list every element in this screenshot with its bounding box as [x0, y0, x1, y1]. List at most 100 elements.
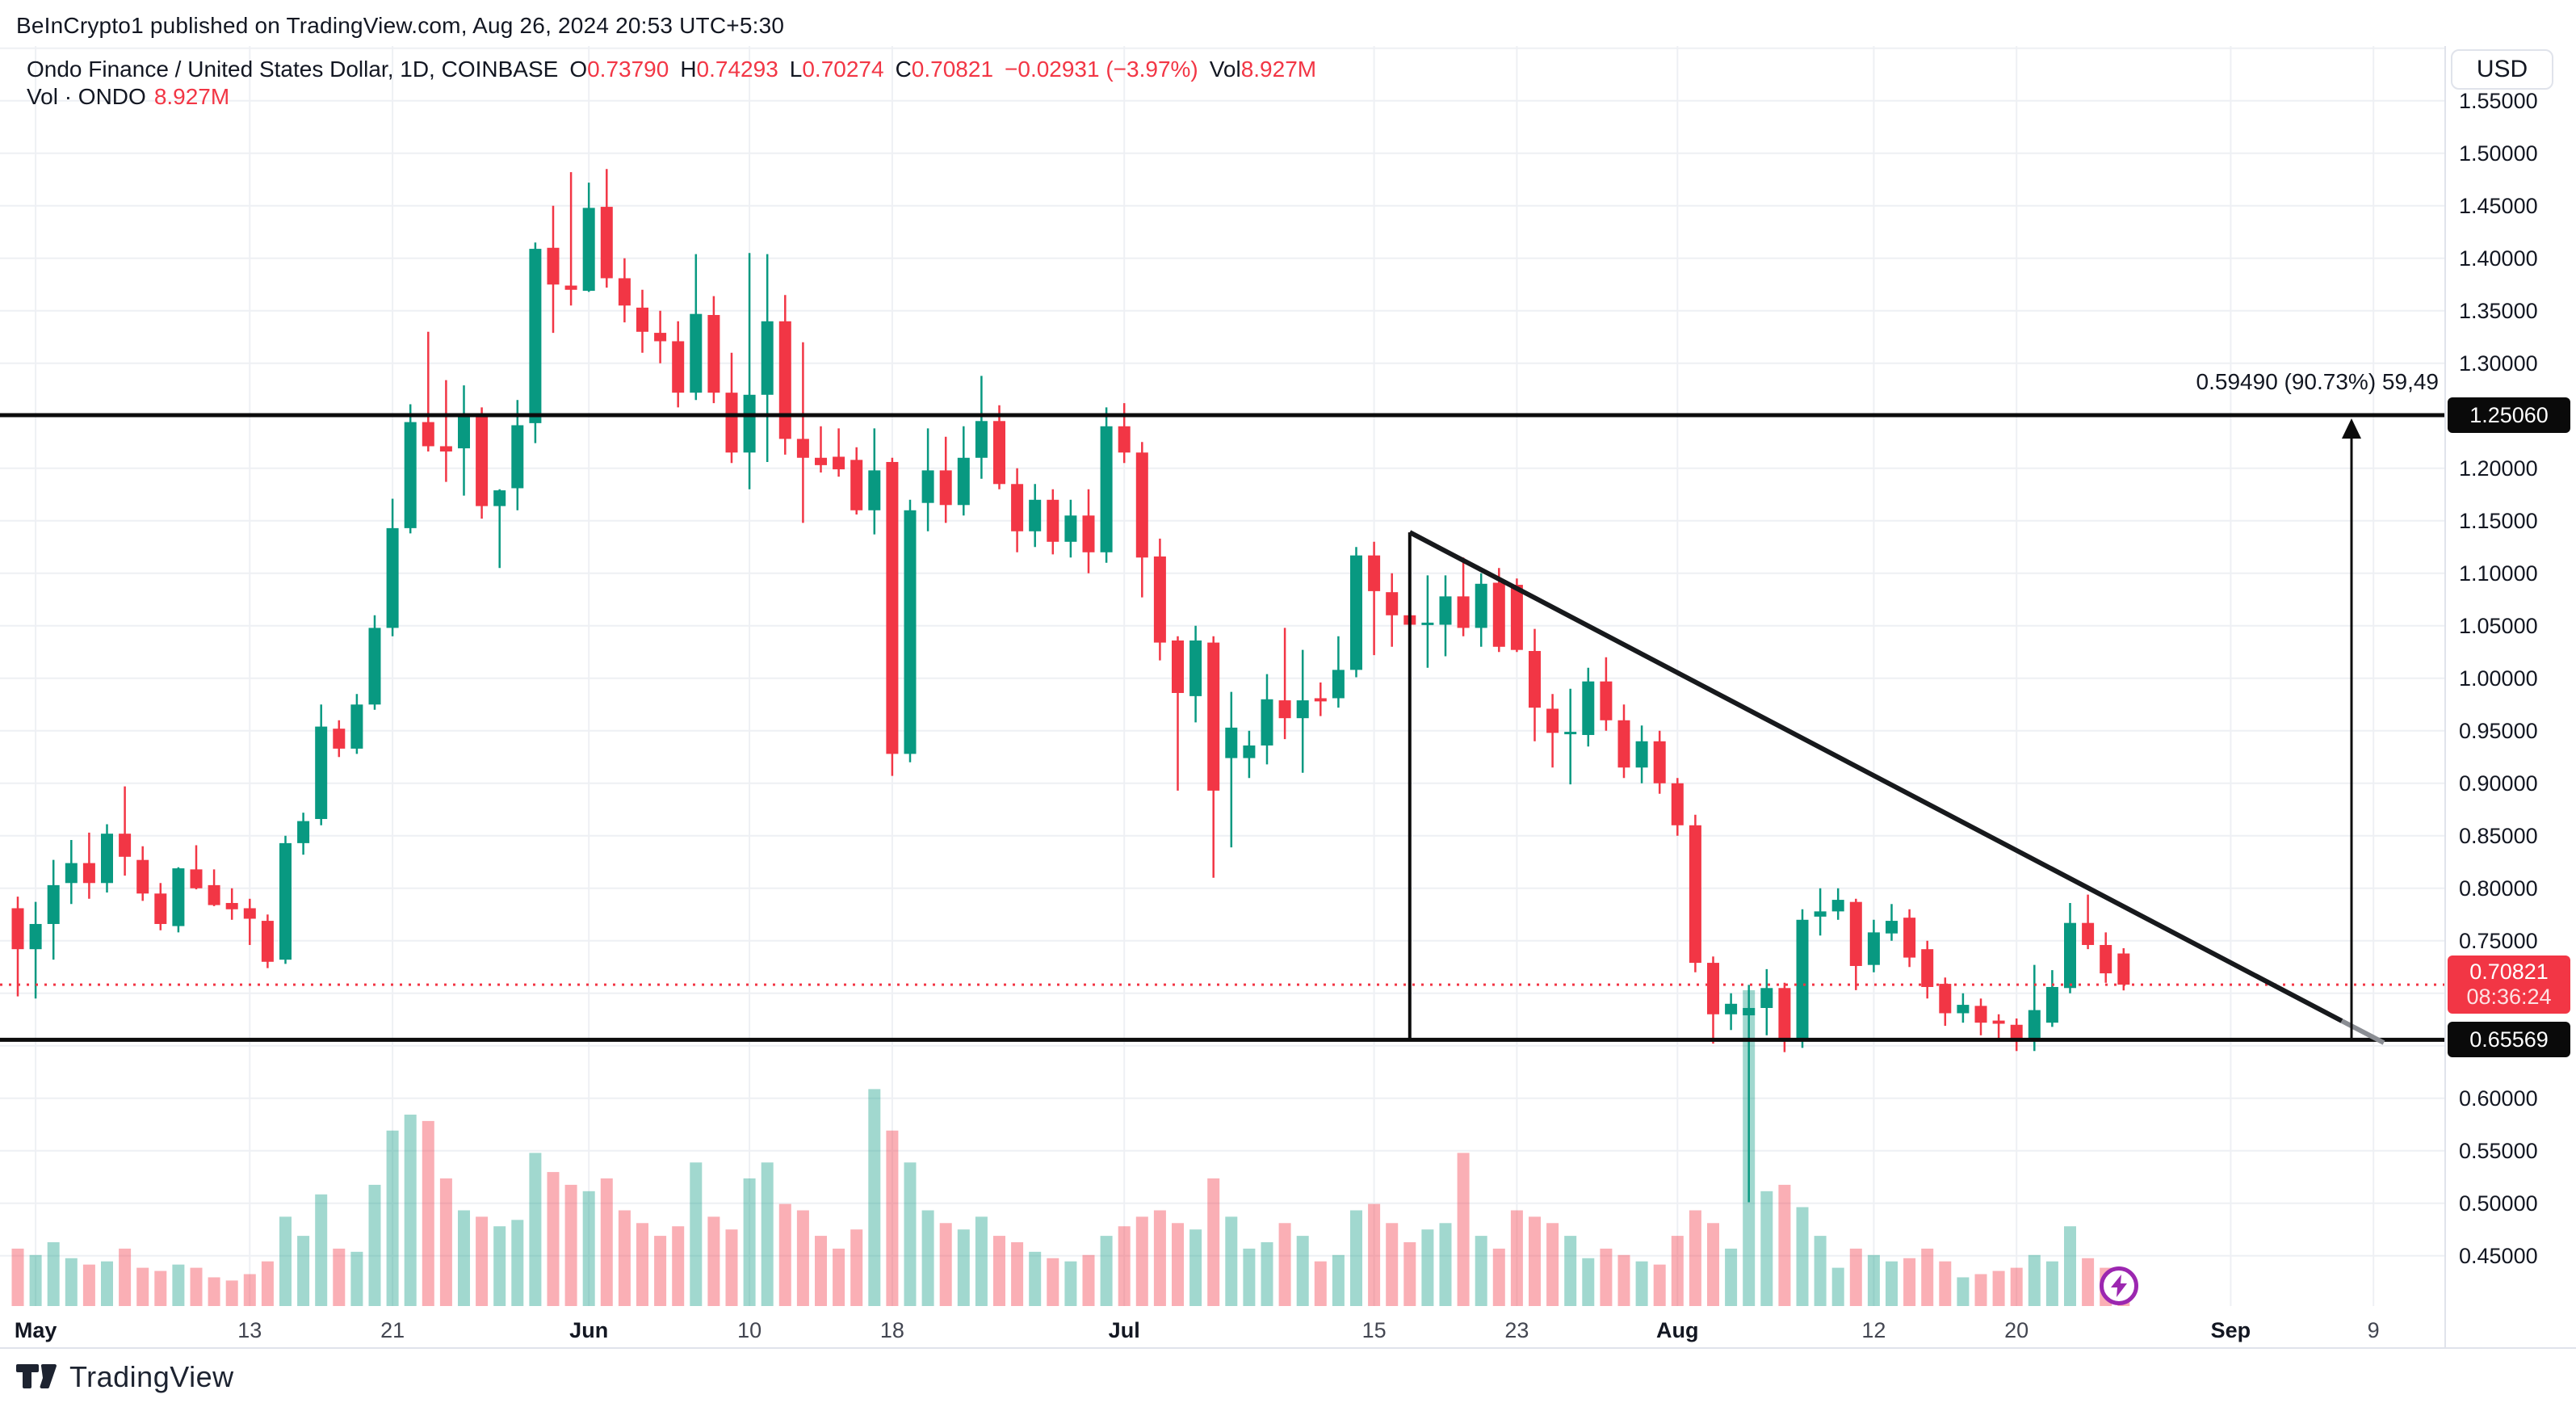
volume-bar [243, 1274, 256, 1306]
time-tick-day: 20 [2004, 1318, 2029, 1342]
candle-body [1207, 642, 1220, 791]
candle-body [921, 470, 934, 503]
candle-body [636, 307, 648, 332]
flash-reaction-button[interactable] [2100, 1266, 2138, 1305]
candle-body [2100, 944, 2112, 974]
price-tick-label: 0.80000 [2459, 876, 2538, 901]
symbol-title[interactable]: Ondo Finance / United States Dollar, 1D,… [27, 57, 559, 82]
candle-body [172, 868, 185, 926]
candle-body [1492, 582, 1505, 647]
candle-body [2010, 1024, 2023, 1042]
candle-body [1600, 681, 1613, 720]
candle-body [1903, 918, 1916, 958]
volume-bar [1903, 1258, 1916, 1306]
time-tick-month: May [14, 1318, 57, 1342]
time-tick-month: Sep [2210, 1318, 2251, 1342]
candle-body [368, 628, 381, 705]
volume-bar [261, 1261, 274, 1306]
resistance-price-badge: 1.25060 [2448, 397, 2570, 433]
volume-bar [1029, 1251, 1042, 1306]
time-tick-day: 13 [237, 1318, 262, 1342]
volume-bar [154, 1270, 167, 1306]
price-tick-label: 1.30000 [2459, 351, 2538, 376]
volume-bar [458, 1210, 470, 1306]
candle-body [29, 923, 42, 950]
ohlc-token: L0.70274 [789, 57, 884, 82]
candle-body [2045, 986, 2058, 1023]
descending-trendline[interactable] [1408, 530, 2343, 1023]
volume-bar [743, 1178, 756, 1306]
volume-bar [815, 1236, 827, 1306]
candle-body [1047, 499, 1059, 542]
candle-body [1457, 596, 1470, 628]
volume-bar [2010, 1267, 2023, 1306]
volume-bar [2082, 1258, 2095, 1306]
candle-body [458, 415, 470, 449]
volume-bar [921, 1210, 934, 1306]
volume-bar [1974, 1274, 1987, 1306]
candle-body [1011, 484, 1024, 531]
volume-bar [422, 1120, 434, 1306]
volume-bars [11, 989, 2130, 1306]
candle-body [1189, 640, 1202, 696]
currency-toggle-button[interactable]: USD [2451, 49, 2553, 90]
candle-body [476, 415, 489, 506]
candle-body [1135, 452, 1148, 558]
volume-bar [1600, 1248, 1613, 1306]
volume-bar [1760, 1191, 1773, 1306]
volume-bar [2045, 1261, 2058, 1306]
tradingview-logo[interactable]: TradingView [16, 1360, 234, 1394]
volume-bar [600, 1178, 613, 1306]
drawing-tools[interactable] [0, 413, 2444, 1045]
candle-body [1421, 622, 1434, 625]
volume-bar [1403, 1242, 1416, 1306]
price-axis-separator [2444, 46, 2446, 1347]
volume-bar [1368, 1203, 1381, 1306]
volume-bar [1492, 1248, 1505, 1306]
volume-bar [1849, 1248, 1862, 1306]
candle-body [279, 842, 292, 960]
volume-bar [904, 1162, 917, 1306]
candle-body [529, 249, 542, 423]
volume-bar [1439, 1223, 1452, 1306]
volume-bar [404, 1115, 417, 1306]
volume-bar [11, 1248, 24, 1306]
candle-body [868, 470, 881, 510]
candle-body [2117, 953, 2130, 985]
candle-body [47, 884, 60, 924]
volume-bar [1082, 1254, 1095, 1306]
ohlc-token: −0.02931 (−3.97%) [1005, 57, 1198, 82]
candle-body [65, 863, 78, 884]
price-tick-label: 1.40000 [2459, 246, 2538, 271]
price-tick-label: 1.15000 [2459, 508, 2538, 533]
volume-bar [1332, 1254, 1345, 1306]
price-tick-label: 0.85000 [2459, 823, 2538, 848]
volume-bar [65, 1258, 78, 1306]
candle-body [1867, 932, 1880, 965]
candle-body [1529, 650, 1541, 708]
volume-bar [1225, 1216, 1238, 1306]
candle-body [975, 421, 988, 458]
candle-body [1296, 700, 1309, 719]
volume-bar [636, 1223, 648, 1306]
volume-bar [529, 1153, 542, 1306]
volume-bar [1118, 1226, 1131, 1306]
price-tick-label: 1.50000 [2459, 141, 2538, 166]
volume-bar [672, 1226, 685, 1306]
candle-body [743, 394, 756, 453]
candle-body [119, 834, 132, 857]
volume-bar [725, 1229, 738, 1306]
candle-body [886, 461, 899, 754]
volume-bar [172, 1264, 185, 1306]
volume-bar [1671, 1236, 1684, 1306]
price-tick-label: 1.55000 [2459, 88, 2538, 113]
volume-bar [333, 1248, 346, 1306]
volume-bar [2064, 1226, 2076, 1306]
candle-body [1100, 426, 1113, 552]
candle-body [2028, 1010, 2041, 1040]
candle-body [261, 921, 274, 962]
candle-body [386, 527, 399, 628]
gridlines [0, 46, 2444, 1306]
candle-body [154, 893, 167, 924]
